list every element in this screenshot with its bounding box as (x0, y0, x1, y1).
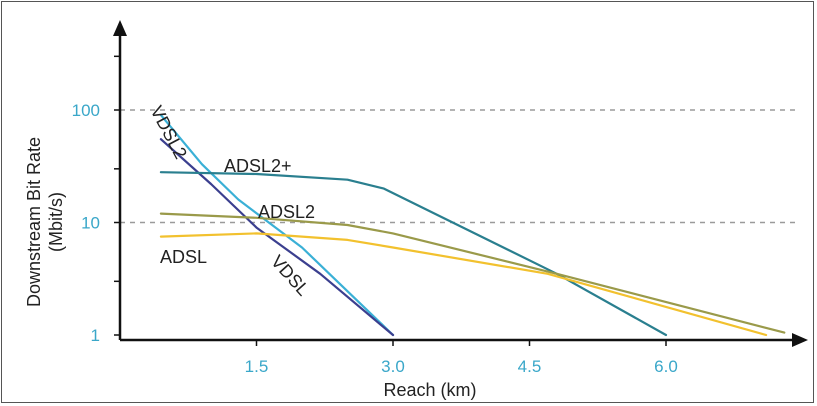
x-tick-label-6.0: 6.0 (654, 357, 678, 376)
series-label-adsl2plus: ADSL2+ (224, 156, 292, 176)
x-tick-label-4.5: 4.5 (518, 357, 542, 376)
axes (113, 20, 808, 347)
y-tick-label-1: 1 (91, 326, 100, 345)
series-line-adsl2plus (159, 171, 668, 337)
series-line-vdsl (159, 138, 395, 337)
y-axis-arrowhead (113, 20, 127, 36)
x-tick-label-3.0: 3.0 (381, 357, 405, 376)
x-axis-arrowhead (792, 333, 808, 347)
series-label-vdsl2: VDSL2 (146, 102, 190, 162)
series-label-vdsl: VDSL (267, 251, 313, 299)
series-label-adsl: ADSL (160, 247, 207, 267)
series-line-vdsl2 (159, 114, 395, 337)
grid-lines (120, 109, 795, 224)
axis-ticks (114, 55, 667, 346)
x-tick-label-1.5: 1.5 (245, 357, 269, 376)
series-line-adsl (159, 232, 768, 337)
series-label-adsl2: ADSL2 (258, 202, 315, 222)
series-line-adsl2 (159, 212, 786, 334)
series-labels: VDSL2 ADSL2+ ADSL2 ADSL VDSL (146, 102, 315, 299)
tick-labels: 1.5 3.0 4.5 6.0 1 10 100 (72, 101, 678, 376)
y-axis-title: Downstream Bit Rate (Mbit/s) (24, 137, 66, 307)
x-axis-title: Reach (km) (383, 380, 476, 400)
y-tick-label-100: 100 (72, 101, 100, 120)
y-tick-label-10: 10 (81, 214, 100, 233)
series-lines (159, 114, 786, 337)
